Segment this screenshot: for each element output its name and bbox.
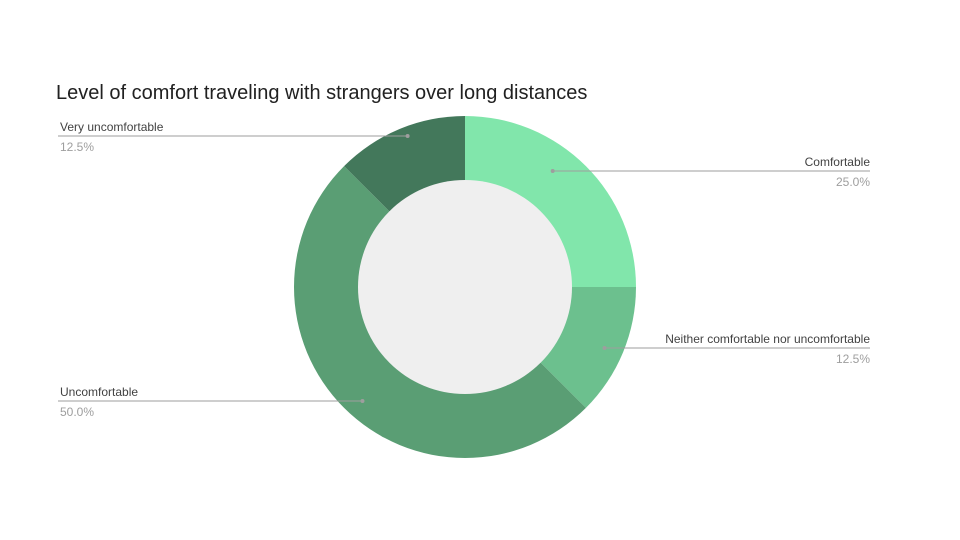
slice-label-very-uncomfortable: Very uncomfortable xyxy=(60,120,164,134)
chart-title: Level of comfort traveling with stranger… xyxy=(56,82,587,104)
slice-label-neither-comfortable-nor-uncomfortable: Neither comfortable nor uncomfortable xyxy=(665,332,870,346)
leader-dot-uncomfortable xyxy=(360,399,365,403)
leader-dot-comfortable xyxy=(550,169,555,173)
slice-value-very-uncomfortable: 12.5% xyxy=(60,140,94,154)
donut-hole xyxy=(358,180,572,394)
slice-value-comfortable: 25.0% xyxy=(836,175,870,189)
slice-value-neither-comfortable-nor-uncomfortable: 12.5% xyxy=(836,352,870,366)
slice-value-uncomfortable: 50.0% xyxy=(60,405,94,419)
leader-dot-very-uncomfortable xyxy=(405,134,410,138)
slice-label-comfortable: Comfortable xyxy=(805,155,871,169)
leader-dot-neither-comfortable-nor-uncomfortable xyxy=(602,346,607,350)
slice-label-uncomfortable: Uncomfortable xyxy=(60,385,138,399)
slice-labels: Comfortable 25.0% Neither comfortable nor … xyxy=(58,120,870,419)
